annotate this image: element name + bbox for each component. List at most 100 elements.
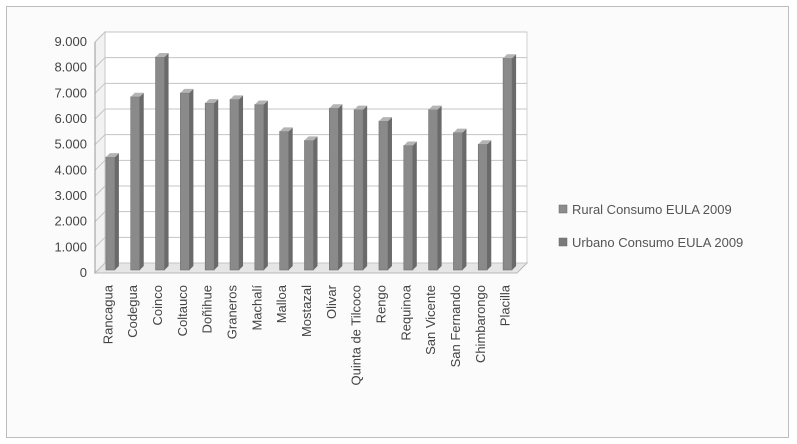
bar-15 [477, 140, 492, 271]
bar-top [503, 54, 517, 59]
bar-front [477, 143, 488, 271]
y-tick-label: 7.000 [54, 85, 87, 100]
x-tick-label: Quinta de Tilcoco [349, 285, 364, 385]
legend-label: Rural Consumo EULA 2009 [572, 202, 732, 217]
bar-top [205, 99, 219, 104]
bar-side [239, 95, 244, 270]
bar-front [204, 102, 215, 271]
bar-side [462, 128, 467, 270]
y-tick-label: 6.000 [54, 111, 87, 126]
bar-front [378, 120, 389, 271]
bar-front [502, 57, 513, 271]
bar-top [254, 100, 268, 105]
y-tick-label: 1.000 [54, 239, 87, 254]
bar-5 [229, 95, 244, 271]
bar-top [180, 88, 194, 93]
x-axis-labels: Rancagua Codegua Coinco Coltauco Doñihue Gran… [100, 284, 512, 385]
x-tick-label: Malloa [274, 284, 289, 323]
chart-svg: 0 1.000 2.000 3.000 4.000 5.000 6.000 7.000 8.00… [54, 30, 743, 385]
bar-side [437, 105, 442, 270]
x-tick-label: Mostazal [299, 285, 314, 337]
x-tick-label: Machalí [249, 285, 264, 331]
gridline [94, 82, 527, 94]
legend-label: Urbano Consumo EULA 2009 [572, 235, 743, 250]
x-tick-label: Codegua [125, 284, 140, 338]
y-tick-label: 4.000 [54, 162, 87, 177]
bar-side [164, 52, 169, 270]
x-tick-label: San Vicente [423, 285, 438, 355]
bar-front [329, 108, 339, 271]
x-tick-label: Chimbarongo [473, 285, 488, 363]
bar-side [189, 88, 194, 271]
bar-front [229, 99, 240, 271]
bar-12 [403, 141, 417, 271]
bar-top [453, 128, 467, 133]
bar-side [139, 92, 144, 270]
x-tick-label: Rengo [373, 285, 388, 323]
bar-16 [502, 54, 517, 271]
bar-top [105, 153, 119, 158]
bar-top [230, 95, 244, 100]
bar-front [453, 132, 463, 271]
bar-front [403, 145, 414, 271]
legend-swatch [558, 204, 568, 214]
gridline [94, 57, 527, 69]
bar-6 [254, 100, 268, 271]
x-tick-label: Doñihue [200, 285, 215, 333]
bar-0 [105, 153, 119, 271]
bar-front [428, 109, 438, 271]
bar-side [288, 127, 293, 271]
y-tick-label: 5.000 [54, 137, 87, 152]
bar-8 [304, 136, 318, 271]
bar-front [254, 104, 265, 271]
x-tick-label: Olivar [324, 284, 339, 319]
x-tick-label: San Fernando [448, 285, 463, 367]
bar-11 [378, 117, 392, 271]
chart-frame: 0 1.000 2.000 3.000 4.000 5.000 6.000 7.000 8.00… [6, 6, 789, 438]
bar-top [354, 105, 368, 110]
y-tick-label: 0 [80, 265, 87, 280]
bar-side [338, 104, 343, 270]
bar-7 [279, 127, 293, 271]
bar-front [353, 109, 364, 271]
plot-side-wall [94, 30, 106, 275]
bar-9 [329, 104, 343, 271]
bar-front [304, 140, 314, 271]
x-tick-label: Requinoa [398, 284, 413, 340]
bar-side [114, 153, 119, 270]
bar-side [512, 54, 517, 270]
bar-1 [130, 92, 144, 271]
bar-top [428, 105, 442, 110]
bar-10 [353, 105, 368, 271]
bar-top [403, 141, 417, 146]
bar-front [155, 56, 165, 271]
bar-front [105, 156, 116, 271]
gridline [94, 31, 527, 43]
bar-13 [428, 105, 442, 271]
bars [105, 52, 517, 271]
bar-14 [453, 128, 467, 271]
legend: Rural Consumo EULA 2009 Urbano Consumo EU… [558, 202, 743, 250]
bar-4 [204, 99, 219, 271]
bar-top [478, 140, 492, 145]
bar-top [304, 136, 318, 141]
bar-top [279, 127, 293, 132]
bar-side [313, 136, 318, 270]
bar-front [130, 96, 141, 271]
x-tick-label: Rancagua [100, 284, 115, 344]
bar-top [329, 104, 343, 109]
x-tick-label: Placilla [498, 284, 513, 326]
bar-3 [180, 88, 194, 271]
bar-side [412, 141, 417, 270]
bar-top [155, 52, 169, 57]
y-axis-ticks: 0 1.000 2.000 3.000 4.000 5.000 6.000 7.000 8.00… [54, 34, 87, 280]
gridline [94, 108, 527, 120]
bar-top [378, 117, 392, 122]
x-tick-label: Coltauco [175, 285, 190, 336]
bar-side [487, 140, 492, 270]
bar-2 [155, 52, 169, 271]
y-tick-label: 8.000 [54, 60, 87, 75]
bar-side [363, 105, 368, 270]
bar-front [279, 131, 289, 271]
legend-swatch [558, 237, 568, 247]
